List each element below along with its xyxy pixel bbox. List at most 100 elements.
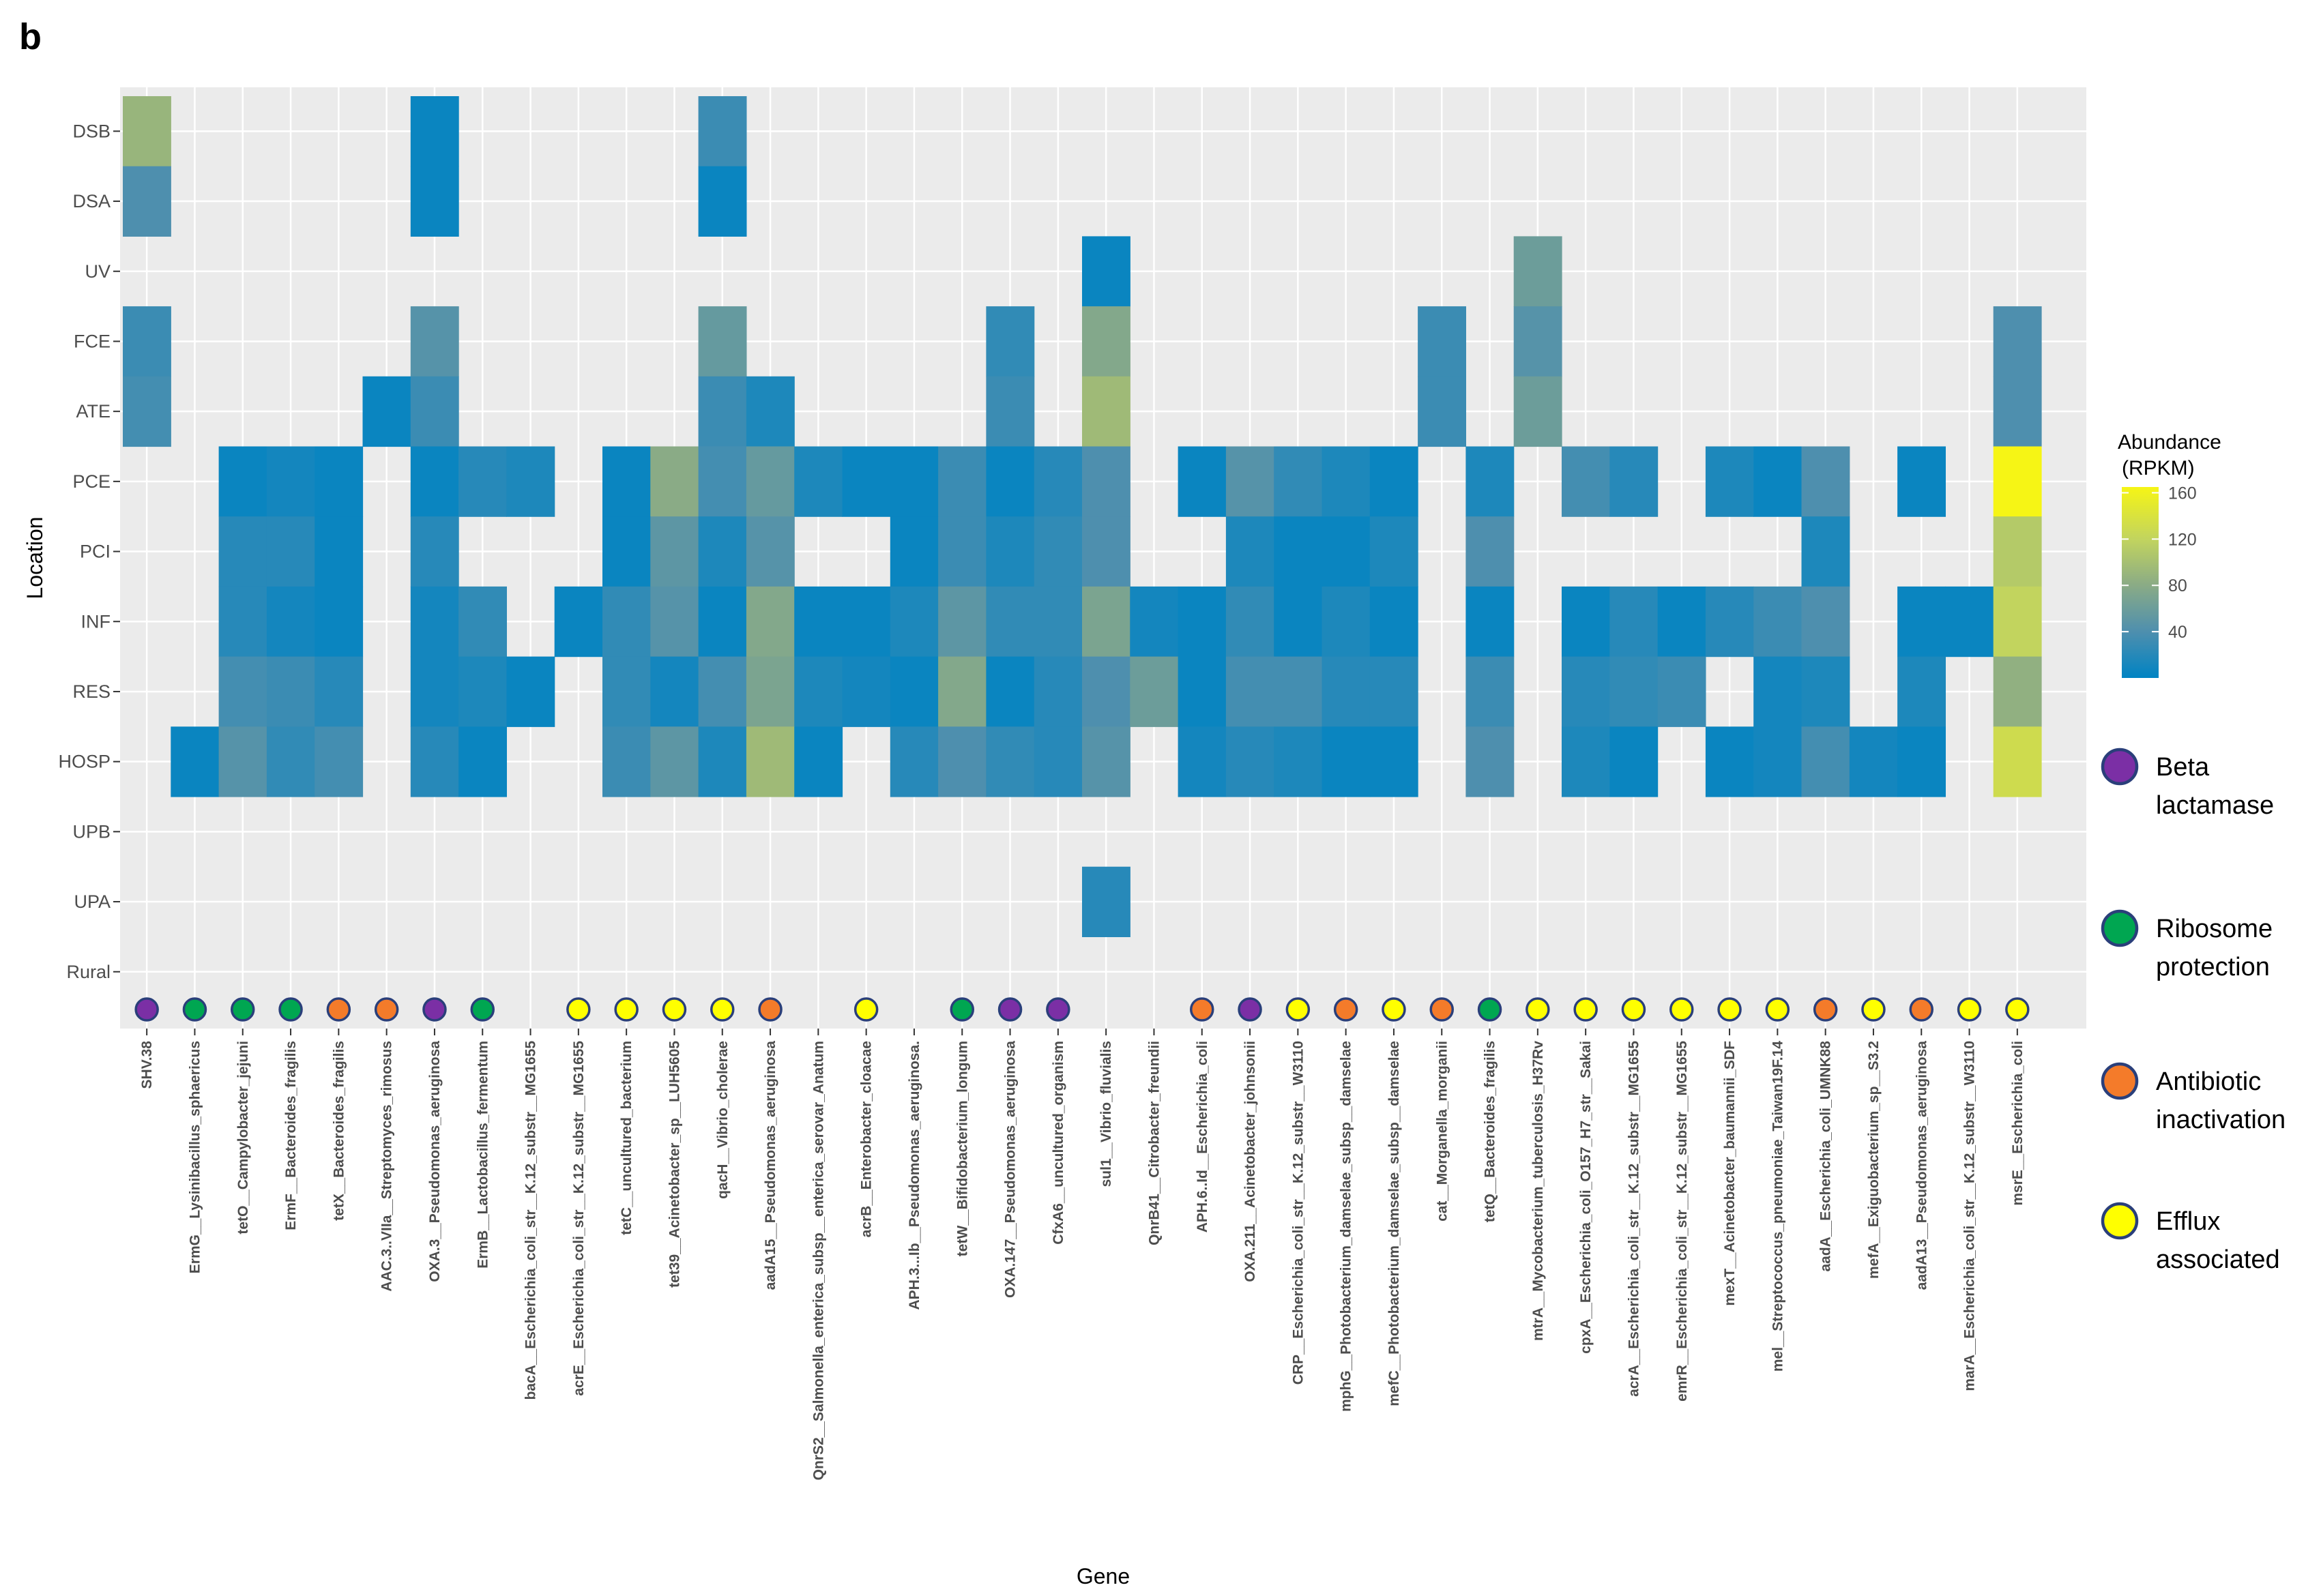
heatmap-cell: [1322, 446, 1371, 517]
x-tick-label: cat__Morganella_morganii: [1434, 1041, 1450, 1222]
heatmap-cell: [602, 516, 651, 587]
x-tick-label: aadA__Escherichia_coli_UMNK88: [1818, 1041, 1834, 1272]
heatmap-cell: [1849, 726, 1898, 797]
mechanism-legend: Beta lactamase Ribosome protection Antibioti…: [2101, 748, 2286, 1274]
heatmap-cell: [794, 726, 843, 797]
heatmap-cell: [842, 586, 891, 657]
x-tick-label: ErmF__Bacteroides_fragilis: [283, 1041, 299, 1230]
color-legend-unit: (RPKM): [2122, 457, 2195, 479]
mechanism-legend-label: protection: [2156, 953, 2270, 981]
mechanism-marker: [1573, 997, 1598, 1022]
heatmap-cell: [1657, 656, 1706, 727]
heatmap-cell: [938, 656, 987, 727]
mechanism-marker: [134, 997, 159, 1022]
x-tick-label: marA__Escherichia_coli_str__K.12_substr_…: [1962, 1041, 1978, 1391]
heatmap-cell: [1513, 236, 1562, 307]
heatmap-cell: [842, 446, 891, 517]
heatmap-cell: [698, 96, 747, 167]
heatmap-cell: [746, 376, 795, 447]
heatmap-cell: [123, 166, 171, 237]
heatmap-cell: [1082, 866, 1130, 937]
heatmap-cell: [1993, 516, 2042, 587]
x-tick-label: acrB__Enterobacter_cloacae: [859, 1041, 875, 1237]
x-tick-label: mefA__Exiguobacterium_sp__S3.2: [1866, 1041, 1882, 1279]
heatmap-cell: [1082, 376, 1130, 447]
panel-letter: b: [19, 16, 42, 57]
heatmap-cell: [410, 166, 459, 237]
heatmap-cell: [938, 516, 987, 587]
heatmap-cell: [1369, 516, 1418, 587]
heatmap-cells: [123, 96, 2042, 937]
heatmap-cell: [506, 446, 555, 517]
heatmap-cell: [698, 306, 747, 377]
heatmap-cell: [1562, 586, 1610, 657]
heatmap-cell: [650, 726, 699, 797]
heatmap-cell: [1897, 656, 1946, 727]
heatmap-cell: [1178, 726, 1227, 797]
x-tick-label: AAC.3..VIIa__Streptomyces_rimosus: [379, 1041, 395, 1292]
heatmap-cell: [266, 516, 315, 587]
y-tick-label: ATE: [76, 401, 111, 422]
heatmap-cell: [794, 446, 843, 517]
heatmap-cell: [362, 376, 411, 447]
mechanism-marker: [1957, 997, 1982, 1022]
mechanism-legend-label: lactamase: [2156, 791, 2274, 820]
heatmap-cell: [986, 306, 1035, 377]
heatmap-cell: [410, 376, 459, 447]
x-axis-title: Gene: [1077, 1564, 1130, 1588]
heatmap-cell: [1130, 656, 1179, 727]
heatmap-cell: [650, 586, 699, 657]
x-tick-label: tetX__Bacteroides_fragilis: [331, 1041, 347, 1221]
heatmap-cell: [602, 726, 651, 797]
mechanism-legend-label: Antibiotic: [2156, 1067, 2261, 1096]
heatmap-cell: [1034, 516, 1083, 587]
x-tick-label: tetQ__Bacteroides_fragilis: [1483, 1041, 1498, 1222]
mechanism-marker: [278, 997, 303, 1022]
mechanism-marker: [1621, 997, 1646, 1022]
mechanism-marker: [1190, 997, 1214, 1022]
heatmap-cell: [1609, 726, 1659, 797]
heatmap-cell: [650, 446, 699, 517]
heatmap-cell: [1562, 726, 1610, 797]
heatmap-cell: [698, 166, 747, 237]
mechanism-marker: [1429, 997, 1454, 1022]
x-tick-label: qacH__Vibrio_cholerae: [715, 1041, 731, 1199]
y-tick-labels: DSB DSA UV FCE ATE PCE PCI INF RES HOSP UPB UPA Rura…: [58, 121, 120, 982]
heatmap-cell: [1705, 586, 1754, 657]
mechanism-marker: [231, 997, 255, 1022]
y-tick-label: Rural: [66, 962, 111, 982]
heatmap-cell: [1178, 586, 1227, 657]
x-tick-label: mexT__Acinetobacter_baumannii_SDF: [1722, 1041, 1738, 1306]
heatmap-cell: [890, 726, 939, 797]
heatmap-cell: [650, 516, 699, 587]
heatmap-cell: [1225, 656, 1274, 727]
heatmap-cell: [315, 656, 364, 727]
heatmap-cell: [1609, 446, 1659, 517]
heatmap-cell: [171, 726, 220, 797]
mechanism-legend-label: inactivation: [2156, 1106, 2286, 1134]
heatmap-cell: [1993, 586, 2042, 657]
mechanism-marker: [950, 997, 974, 1022]
x-tick-label: APH.6..Id__Escherichia_coli: [1195, 1041, 1210, 1232]
heatmap-cell: [1322, 586, 1371, 657]
heatmap-cell: [1130, 586, 1179, 657]
heatmap-cell: [1465, 446, 1515, 517]
x-tick-label: tet39__Acinetobacter_sp__LUH5605: [667, 1041, 682, 1288]
x-tick-label: QnrS2__Salmonella_enterica_subsp__enteri…: [811, 1041, 826, 1480]
heatmap-cell: [698, 656, 747, 727]
color-legend-tick-label: 160: [2168, 484, 2197, 503]
heatmap-cell: [266, 586, 315, 657]
mechanism-marker: [853, 997, 879, 1022]
heatmap-cell: [315, 586, 364, 657]
heatmap-cell: [218, 516, 267, 587]
heatmap-cell: [1897, 446, 1946, 517]
heatmap-cell: [1993, 656, 2042, 727]
heatmap-cell: [1322, 656, 1371, 727]
heatmap-cell: [506, 656, 555, 727]
x-tick-label: mel__Streptococcus_pneumoniae_Taiwan19F.…: [1770, 1041, 1785, 1372]
heatmap-cell: [410, 726, 459, 797]
mechanism-legend-label: Efflux: [2156, 1207, 2220, 1236]
mechanism-marker: [326, 997, 351, 1022]
mechanism-marker: [374, 997, 399, 1022]
heatmap-cell: [1322, 726, 1371, 797]
